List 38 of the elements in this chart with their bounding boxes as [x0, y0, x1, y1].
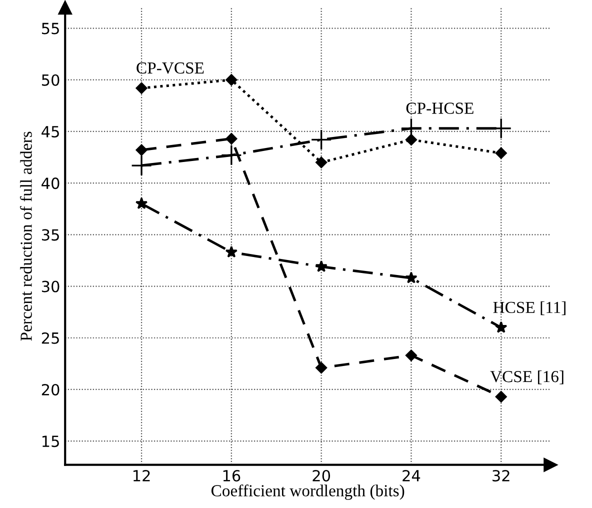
point: [220, 144, 242, 166]
point: [405, 272, 418, 284]
point: [310, 129, 332, 150]
point: [130, 154, 152, 176]
y-tick-label: 35: [42, 229, 59, 241]
series-label: CP-HCSE: [406, 102, 474, 114]
point: [495, 147, 507, 159]
y-tick-label: 40: [42, 178, 60, 190]
y-tick-label: 50: [42, 74, 60, 86]
y-tick-label: 45: [42, 126, 59, 138]
point: [495, 390, 507, 402]
x-tick-label: 12: [133, 470, 150, 482]
y-tick-label: 25: [42, 332, 59, 344]
series-label: HCSE [11]: [493, 301, 566, 316]
x-tick-label: 16: [223, 470, 240, 482]
y-tick-label: 55: [42, 22, 59, 34]
point: [405, 350, 417, 362]
point: [135, 197, 148, 210]
y-tick-label: 30: [42, 280, 60, 292]
y-tick-label: 15: [42, 436, 59, 448]
point: [315, 260, 328, 272]
y-axis-title: Percent reduction of full adders: [20, 132, 32, 341]
point: [405, 134, 417, 146]
point: [136, 144, 148, 156]
series-label: CP-VCSE: [136, 62, 204, 74]
point: [225, 246, 238, 258]
point: [316, 156, 328, 168]
series-label: VCSE [16]: [490, 370, 564, 384]
x-axis-title: Coefficient wordlength (bits): [211, 484, 404, 500]
point: [226, 74, 238, 86]
x-tick-label: 24: [402, 470, 420, 482]
x-tick-label: 32: [492, 470, 510, 482]
point: [495, 321, 508, 333]
y-tick-label: 20: [42, 384, 60, 396]
x-tick-label: 20: [312, 470, 330, 482]
point: [226, 132, 238, 144]
point: [136, 82, 148, 94]
point: [316, 362, 328, 374]
